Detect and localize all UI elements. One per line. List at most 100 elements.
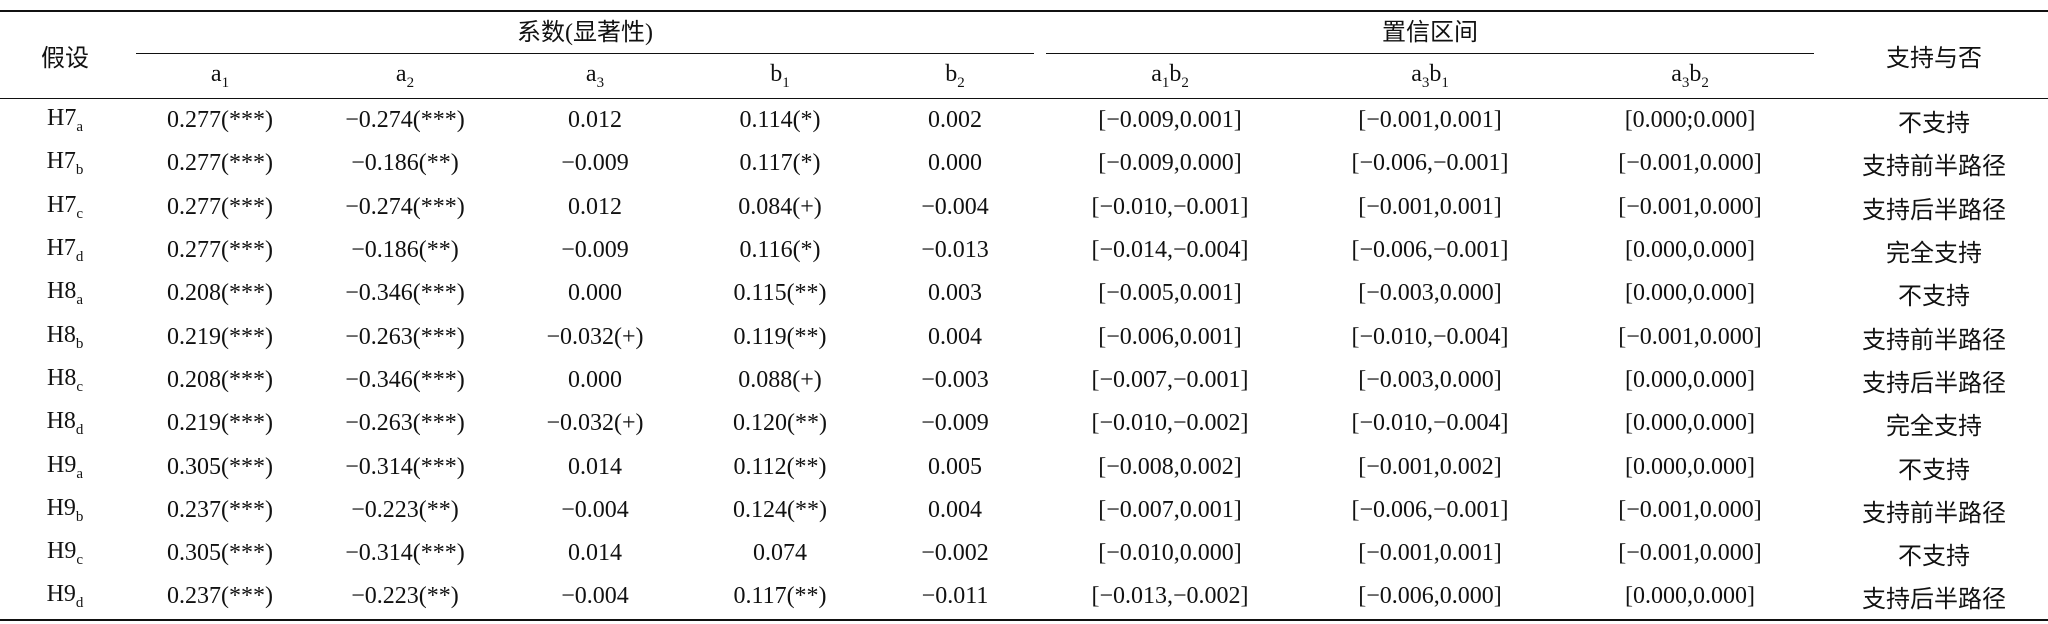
symbol-base: H xyxy=(46,235,64,262)
table-cell: −0.032(+) xyxy=(500,315,690,358)
cell-text: −0.002 xyxy=(921,540,989,567)
symbol-base: H xyxy=(46,581,64,608)
table-cell: [−0.006,−0.001] xyxy=(1300,489,1560,532)
table-cell: 0.208(***) xyxy=(130,359,310,402)
cell-text: 0.115(**) xyxy=(733,280,827,307)
cell-text: 支持后半路径 xyxy=(1862,197,2007,224)
table-cell: H8c xyxy=(0,359,130,402)
cell-text: 0.014 xyxy=(568,453,622,480)
table-cell: −0.314(***) xyxy=(310,445,500,488)
symbol-base: 8 xyxy=(64,278,77,305)
table-cell: 不支持 xyxy=(1820,272,2048,315)
table-cell: −0.003 xyxy=(870,359,1040,402)
table-cell: −0.186(**) xyxy=(310,142,500,185)
cell-text: [−0.001,0.001] xyxy=(1358,107,1502,134)
symbol-subscript: b xyxy=(75,508,84,525)
table-cell: −0.223(**) xyxy=(310,489,500,532)
table-cell: 0.004 xyxy=(870,489,1040,532)
table-cell: [−0.001,0.001] xyxy=(1300,532,1560,575)
table-cell: 0.012 xyxy=(500,99,690,143)
table-cell: H8b xyxy=(0,315,130,358)
table-cell: H9a xyxy=(0,445,130,488)
symbol-subscript: c xyxy=(76,378,83,395)
table-cell: −0.274(***) xyxy=(310,186,500,229)
table-cell: 0.124(**) xyxy=(690,489,870,532)
cell-text: −0.274(***) xyxy=(345,107,465,134)
symbol-subscript: d xyxy=(75,595,84,612)
symbol-base: 7 xyxy=(63,235,76,262)
table-cell: [−0.001,0.000] xyxy=(1560,186,1820,229)
cell-text: 0.208(***) xyxy=(167,280,273,307)
table-head: 假设 系数(显著性) 置信区间 支持与否 a1 a2 a3 b1 b2 a1b2 a3b1 a… xyxy=(0,11,2048,99)
symbol-base: b xyxy=(770,60,783,87)
cell-text: [0.000,0.000] xyxy=(1625,583,1755,610)
header-text: 支持与否 xyxy=(1886,45,1983,72)
cell-text: 0.012 xyxy=(568,193,622,220)
table-cell: [0.000;0.000] xyxy=(1560,99,1820,143)
table-cell: [−0.001,0.001] xyxy=(1300,99,1560,143)
table-cell: 0.277(***) xyxy=(130,142,310,185)
symbol-base: H xyxy=(46,321,64,348)
cell-text: 0.237(***) xyxy=(167,583,273,610)
table-cell: 0.305(***) xyxy=(130,532,310,575)
table-cell: H7a xyxy=(0,99,130,143)
table-cell: 0.088(+) xyxy=(690,359,870,402)
table-cell: −0.223(**) xyxy=(310,575,500,619)
table-cell: −0.011 xyxy=(870,575,1040,619)
table-cell: 0.237(***) xyxy=(130,489,310,532)
table-cell: −0.002 xyxy=(870,532,1040,575)
cell-text: 不支持 xyxy=(1898,284,1971,311)
table-row: H9b 0.237(***) −0.223(**) −0.004 0.124(**) 0.… xyxy=(0,489,2048,532)
cell-text: −0.186(**) xyxy=(351,150,459,177)
cell-text: 支持后半路径 xyxy=(1862,587,2007,614)
cell-text: [−0.006,0.000] xyxy=(1358,583,1502,610)
table-cell: [−0.001,0.000] xyxy=(1560,315,1820,358)
cell-text: [−0.008,0.002] xyxy=(1098,453,1242,480)
cell-text: −0.004 xyxy=(561,496,629,523)
cell-text: [−0.005,0.001] xyxy=(1098,280,1242,307)
cell-text: 支持前半路径 xyxy=(1862,154,2007,181)
group-header: 置信区间 xyxy=(1046,13,1815,54)
table-cell: 0.277(***) xyxy=(130,186,310,229)
table-cell: [−0.001,0.000] xyxy=(1560,489,1820,532)
table-cell: 0.219(***) xyxy=(130,402,310,445)
table-cell: [−0.007,−0.001] xyxy=(1040,359,1300,402)
table-cell: 支持前半路径 xyxy=(1820,142,2048,185)
cell-text: 0.277(***) xyxy=(167,237,273,264)
symbol-base: H xyxy=(46,105,65,132)
cell-text: [−0.010,0.000] xyxy=(1098,540,1242,567)
table-cell: 支持后半路径 xyxy=(1820,575,2048,619)
cell-text: 0.219(***) xyxy=(167,323,273,350)
table-cell: [0.000,0.000] xyxy=(1560,359,1820,402)
table-cell: [0.000,0.000] xyxy=(1560,272,1820,315)
table-cell: 0.114(*) xyxy=(690,99,870,143)
table-cell: 0.116(*) xyxy=(690,229,870,272)
cell-text: 0.002 xyxy=(928,107,982,134)
table-cell: 0.005 xyxy=(870,445,1040,488)
cell-text: [−0.014,−0.004] xyxy=(1091,237,1249,264)
cell-text: −0.314(***) xyxy=(345,540,465,567)
table-cell: H9b xyxy=(0,489,130,532)
cell-text: [−0.001,0.001] xyxy=(1358,540,1502,567)
cell-text: [−0.009,0.001] xyxy=(1098,107,1242,134)
cell-text: [−0.006,−0.001] xyxy=(1351,237,1509,264)
cell-text: −0.274(***) xyxy=(345,193,465,220)
cell-text: 0.004 xyxy=(928,323,982,350)
group-header: 系数(显著性) xyxy=(136,13,1035,54)
cell-text: 0.305(***) xyxy=(167,540,273,567)
subheader-cell: a3b2 xyxy=(1560,54,1821,99)
cell-text: 0.116(*) xyxy=(739,237,821,264)
table-cell: [0.000,0.000] xyxy=(1560,575,1820,619)
table-cell: H7b xyxy=(0,142,130,185)
cell-text: −0.032(+) xyxy=(546,323,644,350)
symbol-base: H xyxy=(46,538,65,565)
header-cell: 支持与否 xyxy=(1820,11,2048,99)
table-cell: [−0.005,0.001] xyxy=(1040,272,1300,315)
table-cell: [−0.010,−0.001] xyxy=(1040,186,1300,229)
cell-text: −0.263(***) xyxy=(345,410,465,437)
table-row: H9c 0.305(***) −0.314(***) 0.014 0.074 −0.002… xyxy=(0,532,2048,575)
cell-text: [0.000,0.000] xyxy=(1625,410,1755,437)
header-text: 假设 xyxy=(41,45,89,72)
subheader-cell: b2 xyxy=(870,54,1041,99)
table-cell: [0.000,0.000] xyxy=(1560,445,1820,488)
